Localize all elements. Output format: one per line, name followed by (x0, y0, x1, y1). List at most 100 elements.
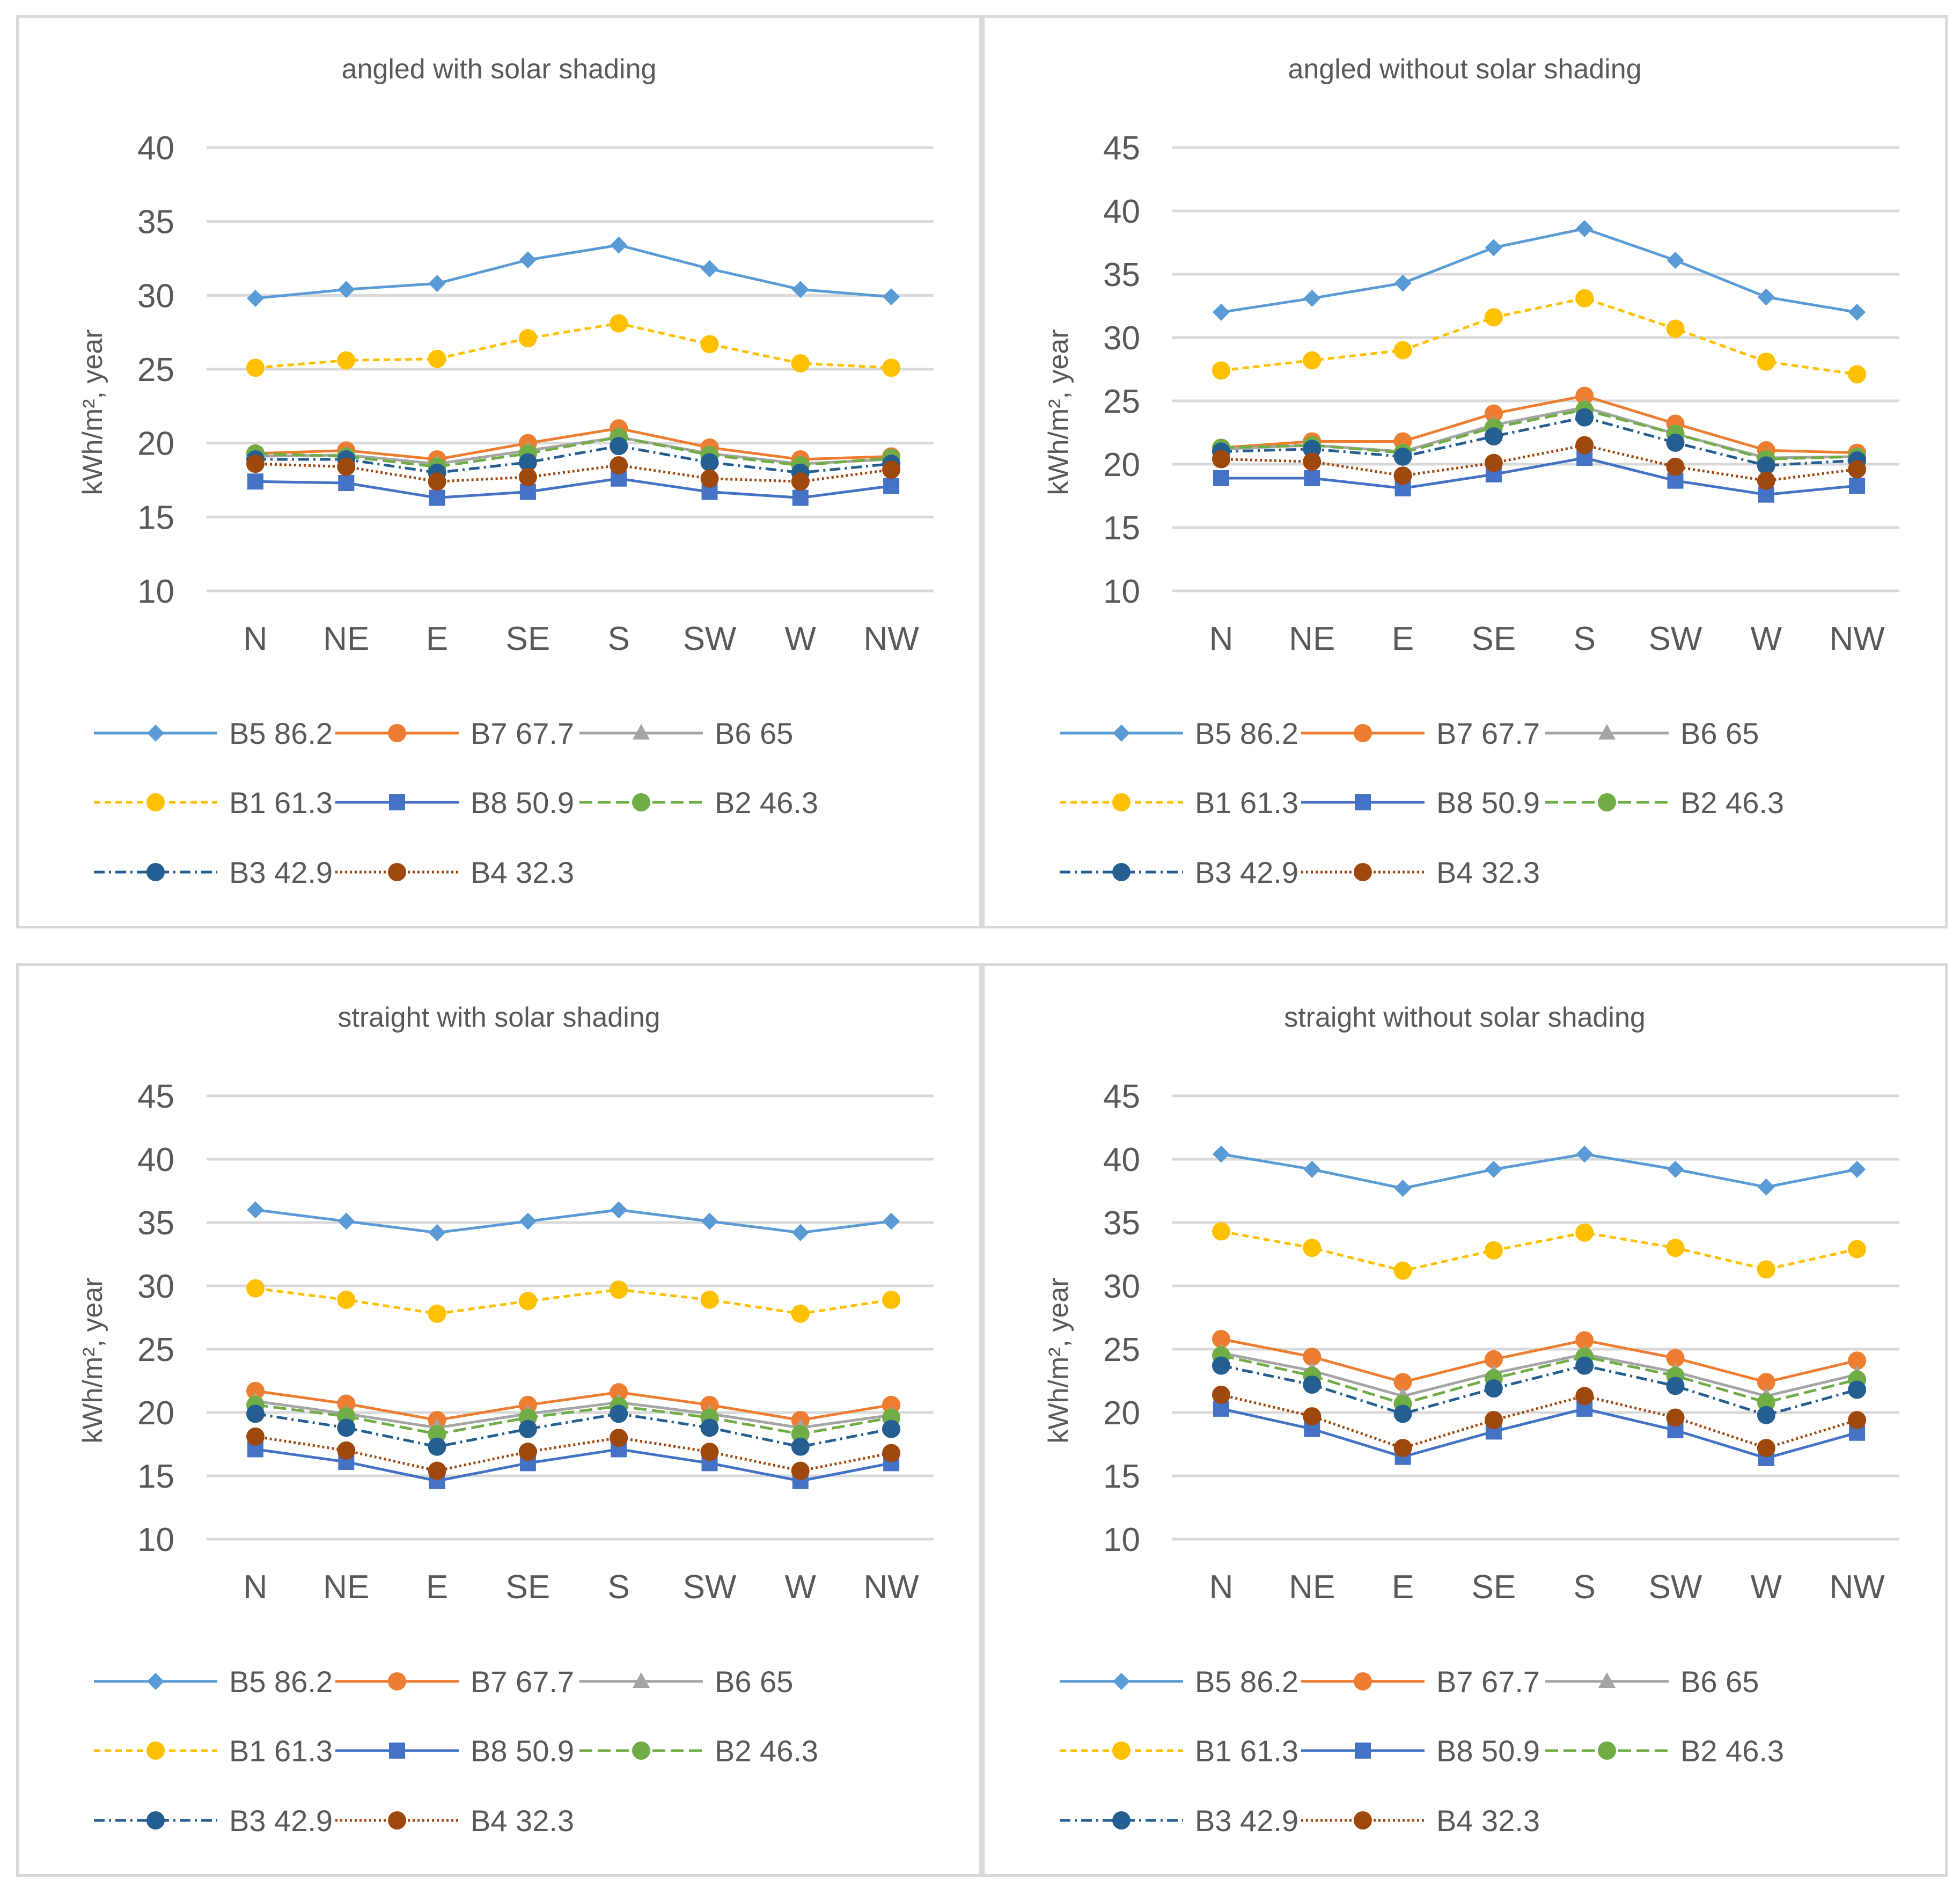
legend-item: B8 50.9 (1301, 786, 1540, 819)
legend-label: B2 46.3 (1680, 786, 1784, 819)
legend-label: B5 86.2 (229, 1665, 333, 1699)
data-point (1303, 452, 1321, 471)
data-point (1303, 1239, 1321, 1257)
y-tick-label: 25 (1103, 383, 1140, 420)
y-tick-label: 25 (137, 352, 174, 389)
legend-marker (147, 725, 164, 742)
data-point (1848, 1381, 1866, 1399)
legend: B5 86.2 B7 67.7 B6 65 B1 61.3 B8 50.9 B2 46.3… (94, 716, 818, 889)
data-point (1667, 1408, 1685, 1426)
data-point (610, 437, 628, 455)
data-point (1667, 1161, 1684, 1178)
data-point (610, 456, 628, 474)
data-point (1848, 365, 1866, 383)
legend-item: B5 86.2 (1060, 716, 1298, 750)
data-point (701, 470, 719, 488)
x-tick-label: NW (1829, 620, 1885, 657)
series-b5 (1213, 220, 1866, 321)
legend-label: B8 50.9 (471, 786, 574, 819)
legend: B5 86.2 B7 67.7 B6 65 B1 61.3 B8 50.9 B2 46.3… (1060, 1665, 1784, 1838)
data-point (520, 484, 536, 500)
y-tick-label: 35 (137, 204, 174, 241)
data-point (610, 1201, 627, 1218)
data-point (701, 1213, 718, 1230)
chart-title: straight without solar shading (1284, 1002, 1646, 1033)
legend-marker (388, 1672, 406, 1691)
legend-item: B8 50.9 (335, 786, 574, 819)
y-tick-label: 30 (1103, 1268, 1140, 1305)
y-tick-label: 35 (1103, 1205, 1140, 1242)
legend-item: B5 86.2 (94, 716, 333, 750)
x-tick-label: N (1209, 1569, 1234, 1606)
legend-item: B4 32.3 (335, 1804, 574, 1838)
legend-item: B1 61.3 (1060, 1734, 1298, 1768)
x-tick-label: W (785, 1569, 817, 1606)
legend-marker (1112, 1741, 1131, 1760)
legend-marker (1355, 794, 1371, 810)
legend-label: B4 32.3 (471, 855, 574, 889)
legend-marker (632, 793, 650, 811)
data-point (610, 1280, 628, 1299)
data-point (519, 329, 537, 347)
data-point (1485, 1161, 1502, 1178)
data-point (428, 1462, 446, 1480)
data-point (1667, 458, 1685, 476)
y-tick-label: 30 (137, 1268, 174, 1305)
legend-label: B5 86.2 (1195, 1665, 1298, 1699)
legend: B5 86.2 B7 67.7 B6 65 B1 61.3 B8 50.9 B2 46.3… (1060, 716, 1784, 889)
data-point (246, 1279, 265, 1298)
data-point (701, 1443, 719, 1461)
legend-marker (1112, 863, 1131, 881)
data-point (883, 288, 900, 305)
data-point (519, 1213, 537, 1230)
x-tick-label: NE (1289, 1569, 1335, 1606)
data-point (1757, 1260, 1775, 1278)
legend-item: B6 65 (579, 1665, 793, 1699)
x-tick-label: NW (863, 1569, 919, 1606)
data-point (1849, 478, 1865, 494)
data-point (791, 1438, 810, 1456)
y-tick-label: 45 (1103, 1078, 1140, 1115)
legend-marker (1354, 1672, 1372, 1691)
data-point (246, 1404, 265, 1423)
chart-svg: angled with solar shading 10 15 20 25 30 35 40 k… (19, 18, 979, 926)
data-point (1758, 1179, 1775, 1196)
x-tick-label: S (1574, 620, 1596, 657)
chart-panel-straight-without-shading: straight without solar shading 10 15 20 25 30… (982, 963, 1948, 1877)
x-tick-label: SW (683, 620, 737, 657)
data-point (1303, 290, 1320, 307)
y-tick-label: 40 (1103, 193, 1140, 230)
data-point (246, 1428, 265, 1446)
y-tick-label: 10 (137, 1521, 174, 1558)
y-tick-label: 10 (137, 573, 174, 610)
legend-marker (1113, 1673, 1130, 1690)
data-point (1394, 1439, 1412, 1457)
data-point (246, 358, 265, 377)
chart-panel-angled-without-shading: angled without solar shading 10 15 20 25 30 35… (982, 15, 1948, 928)
y-tick-label: 20 (137, 426, 174, 463)
data-point (1757, 472, 1775, 490)
legend-item: B2 46.3 (579, 1734, 818, 1768)
legend-label: B6 65 (715, 716, 793, 750)
data-point (1394, 448, 1412, 466)
legend-label: B5 86.2 (229, 716, 333, 750)
y-tick-label: 15 (137, 1458, 174, 1495)
data-point (519, 251, 537, 268)
data-point (337, 351, 355, 369)
data-point (247, 1201, 264, 1218)
data-point (1576, 220, 1593, 237)
data-point (610, 314, 628, 333)
legend-item: B6 65 (1545, 716, 1759, 750)
data-point (337, 1418, 355, 1437)
y-tick-label: 25 (137, 1331, 174, 1369)
data-point (338, 475, 354, 491)
legend-item: B6 65 (579, 716, 793, 750)
data-point (1757, 1406, 1775, 1424)
data-point (883, 1213, 900, 1230)
legend-marker (1354, 724, 1372, 742)
data-point (882, 460, 900, 479)
legend-label: B8 50.9 (471, 1734, 574, 1768)
y-tick-label: 20 (1103, 447, 1140, 484)
legend-label: B7 67.7 (471, 1665, 574, 1699)
data-point (701, 1418, 719, 1437)
